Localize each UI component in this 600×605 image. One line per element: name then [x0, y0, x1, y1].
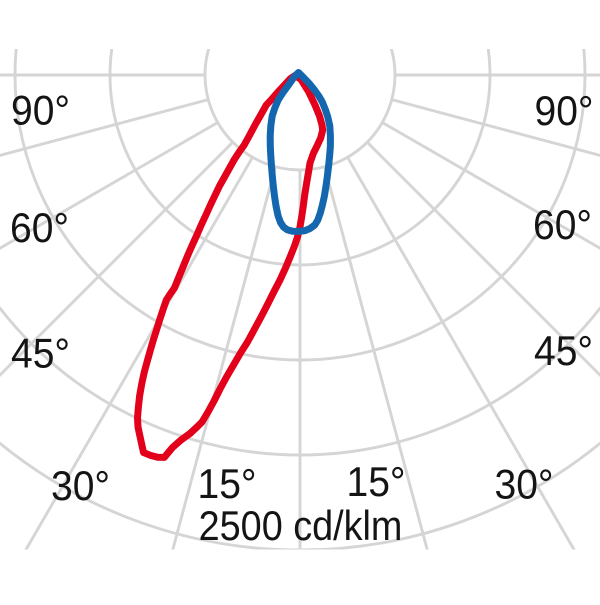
svg-text:60°: 60°	[10, 204, 69, 252]
svg-text:90°: 90°	[534, 87, 593, 135]
svg-text:30°: 30°	[494, 460, 553, 508]
svg-text:90°: 90°	[11, 86, 70, 134]
svg-text:15°: 15°	[346, 458, 405, 506]
svg-text:30°: 30°	[51, 462, 110, 510]
svg-text:60°: 60°	[533, 201, 592, 249]
svg-text:15°: 15°	[197, 460, 256, 508]
svg-text:45°: 45°	[534, 327, 593, 375]
svg-text:2500 cd/klm: 2500 cd/klm	[199, 503, 403, 549]
svg-text:45°: 45°	[11, 329, 70, 377]
